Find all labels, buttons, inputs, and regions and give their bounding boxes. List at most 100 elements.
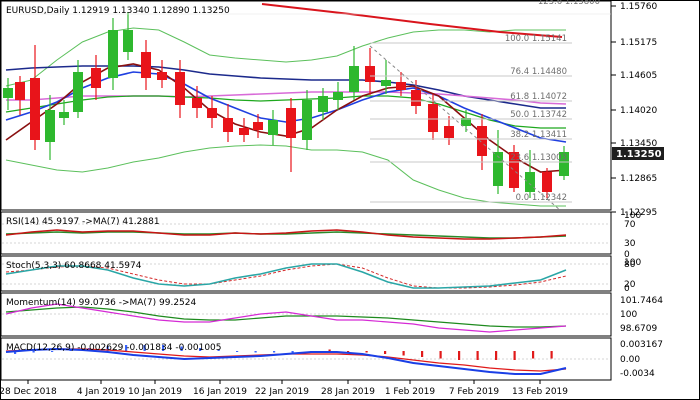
macd-histogram-bar xyxy=(162,345,165,351)
candlestick xyxy=(428,94,438,140)
candlestick xyxy=(477,114,487,170)
macd-histogram-bar xyxy=(328,349,331,351)
time-axis-label: 28 Dec 2018 xyxy=(0,387,57,397)
macd-histogram-bar xyxy=(143,345,146,351)
rsi-line xyxy=(5,229,567,240)
macd-histogram-bar xyxy=(254,351,257,353)
macd-histogram-bar xyxy=(217,349,220,351)
candlestick xyxy=(91,55,101,100)
macd-histogram-bar xyxy=(51,351,54,352)
momentum-ma-line xyxy=(5,306,567,328)
macd-histogram-bar xyxy=(199,348,202,351)
fib-level-label: 100.0 1.15141 xyxy=(505,34,567,44)
macd-histogram-bar xyxy=(365,351,368,353)
candlestick xyxy=(108,18,118,90)
candlestick xyxy=(207,96,217,128)
time-axis-label: 22 Jan 2019 xyxy=(255,387,309,397)
main-price-panel[interactable]: 100.0 1.15141 76.4 1.14480 61.8 1.14072 50.… xyxy=(0,0,664,218)
rsi-tick-label: 30 xyxy=(624,239,636,249)
macd-histogram-bar xyxy=(291,351,294,353)
last-price-marker: 1.13250 xyxy=(612,147,664,160)
macd-histogram-bar xyxy=(476,351,479,360)
macd-histogram-bar xyxy=(458,351,461,360)
rsi-tick-label: 0 xyxy=(624,250,630,260)
fib-level-label: 50.0 1.13742 xyxy=(510,110,567,120)
time-axis-label: 16 Jan 2019 xyxy=(193,387,247,397)
macd-main-line xyxy=(5,347,567,375)
ma-red-line xyxy=(261,3,563,38)
fib-level-label: 0.0 1.12342 xyxy=(516,193,567,203)
price-tick-label: 1.12865 xyxy=(620,174,657,184)
fib-level-label: 23.6 1.13003 xyxy=(510,153,567,163)
rsi-panel-title: RSI(14) 45.9197 ->MA(7) 41.2881 xyxy=(6,217,160,227)
macd-tick-label: 0.003167 xyxy=(620,340,663,350)
macd-histogram-bar xyxy=(513,351,516,360)
momentum-tick-label: 100 xyxy=(620,310,637,320)
time-axis: 28 Dec 2018 4 Jan 2019 10 Jan 2019 16 Jan 2… xyxy=(0,380,568,397)
macd-tick-label: 0.00 xyxy=(620,355,640,365)
candlestick xyxy=(123,12,133,60)
bb-upper-line xyxy=(5,27,566,87)
ma-green-line xyxy=(5,95,566,129)
price-tick-label: 1.15760 xyxy=(620,2,657,12)
macd-panel[interactable]: MACD(12,26,9) -0.002629 -0.001834 -0.001… xyxy=(0,337,663,381)
candlestick xyxy=(45,95,55,160)
macd-histogram-bar xyxy=(421,351,424,357)
momentum-panel-title: Momentum(14) 99.0736 ->MA(7) 99.2524 xyxy=(6,298,197,308)
candlestick xyxy=(302,90,312,150)
macd-histogram-bar xyxy=(180,346,183,351)
candlestick xyxy=(30,45,40,150)
main-panel-title: EURUSD,Daily 1.12919 1.13340 1.12890 1.1… xyxy=(6,6,230,16)
candlestick xyxy=(381,60,391,94)
macd-histogram-bar xyxy=(495,351,498,360)
fib-level-label: 76.4 1.14480 xyxy=(510,67,567,77)
macd-histogram-bar xyxy=(532,351,535,359)
rsi-ma-line xyxy=(5,231,567,239)
candlestick xyxy=(3,78,13,110)
price-tick-label: 1.12295 xyxy=(620,208,657,218)
rsi-tick-label: 100 xyxy=(624,211,641,221)
momentum-tick-label: 98.6709 xyxy=(620,324,657,334)
stoch-tick-label: 100 xyxy=(624,258,641,268)
stoch-tick-label: 20 xyxy=(624,280,636,290)
stoch-tick-label: 0 xyxy=(624,284,630,294)
momentum-panel[interactable]: Momentum(14) 99.0736 ->MA(7) 99.2524 101… xyxy=(0,292,663,337)
time-axis-label: 13 Feb 2019 xyxy=(512,387,568,397)
candlestick xyxy=(444,116,454,145)
price-tick-label: 1.14020 xyxy=(620,106,657,116)
candlestick xyxy=(333,82,343,110)
fib-level-label: 61.8 1.14072 xyxy=(510,92,567,102)
candlestick xyxy=(365,48,375,95)
stoch-panel-title: Stoch(5,3,3) 60.8668 41.5974 xyxy=(6,261,142,271)
last-price-label: 1.13250 xyxy=(616,149,662,160)
time-axis-label: 7 Feb 2019 xyxy=(449,387,500,397)
time-axis-label: 10 Jan 2019 xyxy=(128,387,182,397)
macd-histogram-bar xyxy=(14,351,17,354)
macd-tick-label: -0.0034 xyxy=(620,369,655,379)
momentum-line xyxy=(5,303,567,333)
candlestick xyxy=(509,145,519,192)
candlestick xyxy=(157,60,167,88)
candlestick xyxy=(175,60,185,118)
candlestick xyxy=(349,46,359,100)
candlestick xyxy=(141,40,151,90)
ma-pink-line xyxy=(6,91,567,105)
macd-histogram-bar xyxy=(106,346,109,351)
candlestick xyxy=(286,98,296,172)
macd-histogram-bar xyxy=(125,345,128,351)
macd-histogram-bar xyxy=(402,351,405,356)
candlestick xyxy=(59,100,69,125)
candlestick xyxy=(73,60,83,118)
time-axis-label: 4 Jan 2019 xyxy=(77,387,125,397)
price-tick-label: 1.14605 xyxy=(620,71,657,81)
stoch-tick-label: 80 xyxy=(624,260,636,270)
time-axis-label: 1 Feb 2019 xyxy=(385,387,436,397)
rsi-tick-label: 70 xyxy=(624,220,636,230)
fib-level-label-top: 123.6 1.15800 xyxy=(538,0,600,7)
macd-histogram-bar xyxy=(273,351,276,353)
price-tick-label: 1.15175 xyxy=(620,38,657,48)
stoch-main-line xyxy=(5,263,567,289)
macd-histogram-bar xyxy=(236,351,239,352)
